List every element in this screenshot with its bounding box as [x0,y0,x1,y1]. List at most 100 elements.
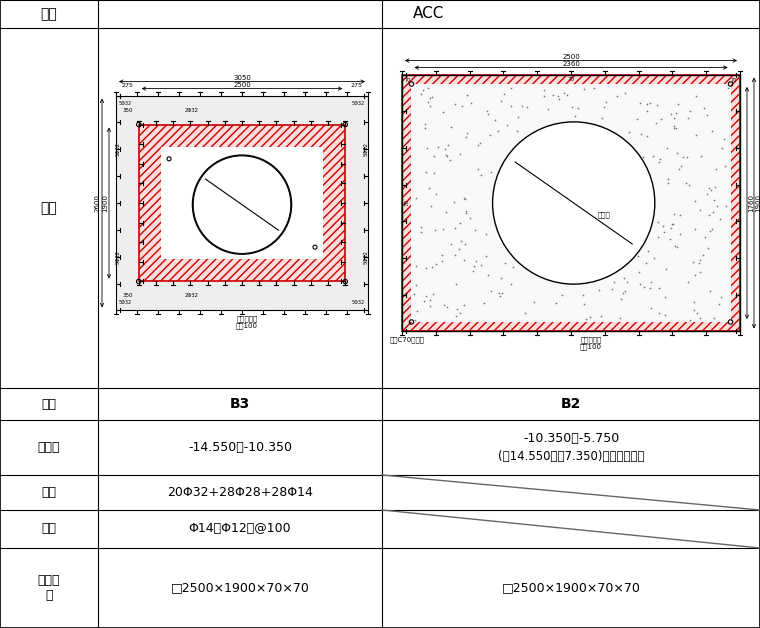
Text: 浇筑孔: 浇筑孔 [598,212,611,219]
Text: (－14.550～－7.350)（钢骨标高）: (－14.550～－7.350)（钢骨标高） [498,450,644,463]
Point [415,89,427,99]
Bar [402,75,740,332]
Point [424,301,436,311]
Point [442,140,454,150]
Point [615,294,627,304]
Text: 5Φ32: 5Φ32 [116,250,121,264]
Point [580,314,592,324]
Point [606,284,618,295]
Point [470,256,482,266]
Point [705,224,717,234]
Point [505,279,518,290]
Point [538,92,550,102]
Point [651,100,663,111]
Point [611,90,623,100]
Point [425,201,437,211]
Point [441,302,453,312]
Point [578,299,591,309]
Point [423,183,435,193]
Point [492,126,504,136]
Point [467,266,479,276]
Point [634,98,646,108]
Point [521,102,534,112]
Point [552,91,564,101]
Point [611,90,623,100]
Circle shape [492,122,655,284]
Point [464,98,477,108]
Point [410,306,423,316]
Point [485,286,497,296]
Point [409,315,421,325]
Point [427,168,439,178]
Point [615,294,627,304]
Point [666,219,678,229]
Point [641,131,653,141]
Point [720,201,733,211]
Point [713,298,725,308]
Text: 柱标高: 柱标高 [38,441,60,454]
Point [440,150,452,160]
Point [683,180,695,190]
Point [505,279,518,290]
Text: 箍筋: 箍筋 [42,522,56,536]
Point [461,206,473,216]
Point [665,223,677,233]
Point [622,278,634,288]
Point [454,236,467,246]
Point [683,106,695,116]
Point [419,123,431,133]
Point [665,109,677,119]
Point [631,114,643,124]
Point [428,151,440,161]
Point [441,302,453,312]
Text: 5Φ32: 5Φ32 [119,300,132,305]
Point [704,286,716,296]
Point [426,92,439,102]
Point [708,181,720,192]
Point [415,227,427,237]
Point [445,122,457,132]
Text: 350: 350 [122,293,132,298]
Point [689,91,701,101]
Point [480,229,492,239]
Point [493,288,505,298]
Point [560,90,572,100]
Point [654,154,666,165]
Point [619,286,632,296]
Point [419,123,431,133]
Point [715,143,727,153]
Point [472,164,484,174]
Point [515,100,527,111]
Point [672,99,684,109]
Point [451,303,463,313]
Point [420,291,432,301]
Point [424,92,436,102]
Point [694,205,706,215]
Point [654,154,666,165]
Text: -10.350～-5.750: -10.350～-5.750 [523,431,619,445]
Point [451,303,463,313]
Point [480,229,492,239]
Point [461,128,473,138]
Point [415,222,427,232]
Text: 270: 270 [147,198,152,208]
Point [622,127,635,138]
Point [614,313,626,323]
Point [717,134,730,144]
Point [427,290,439,300]
Point [689,129,701,139]
Text: 20Φ32+28Φ28+28Φ14: 20Φ32+28Φ28+28Φ14 [167,486,313,499]
Point [448,99,461,109]
Point [461,128,473,138]
Bar [411,84,730,322]
Point [645,303,657,313]
Point [648,253,660,263]
Point [420,168,432,178]
Point [694,255,706,265]
Text: Φ1200: Φ1200 [264,219,286,224]
Point [694,267,706,277]
Point [687,257,699,267]
Point [608,277,620,287]
Point [670,242,682,252]
Text: 2Φ32: 2Φ32 [185,107,198,112]
